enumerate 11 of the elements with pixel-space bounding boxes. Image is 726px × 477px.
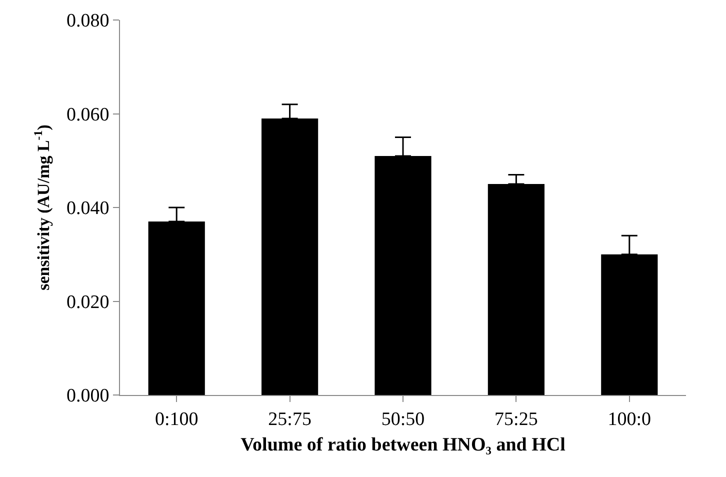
x-tick-label: 25:75 — [268, 408, 312, 430]
y-tick-label: 0.040 — [66, 198, 110, 220]
y-tick-label: 0.060 — [66, 104, 110, 126]
x-tick-label: 0:100 — [154, 408, 198, 430]
x-axis-title: Volume of ratio between HNO₃ and HCl — [240, 434, 566, 456]
x-tick-label: 50:50 — [381, 408, 425, 430]
y-tick-label: 0.080 — [66, 10, 110, 32]
y-tick-label: 0.000 — [66, 386, 110, 407]
x-tick-label: 75:25 — [494, 408, 538, 430]
y-tick-label: 0.020 — [66, 292, 110, 313]
x-tick-label: 100:0 — [608, 408, 652, 430]
